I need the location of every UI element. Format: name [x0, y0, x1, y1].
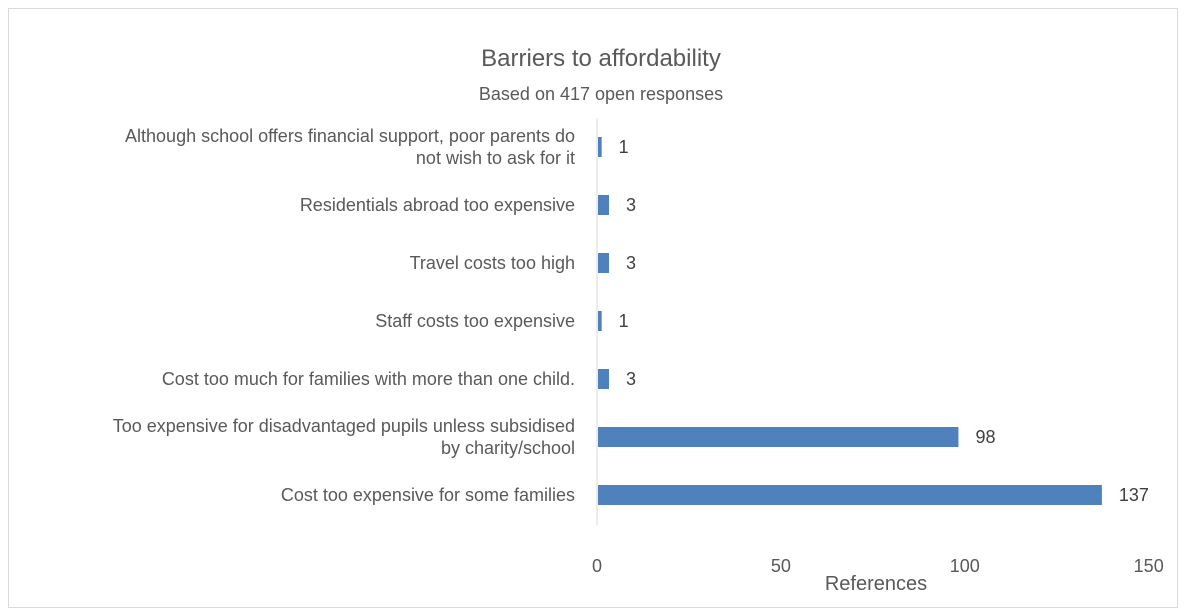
data-label: 3 — [626, 253, 636, 273]
x-tick-label: 0 — [592, 556, 602, 576]
bar — [598, 427, 959, 447]
category-label-line: not wish to ask for it — [416, 148, 575, 168]
category-label: Residentials abroad too expensive — [300, 195, 575, 215]
plot-area: Although school offers financial support… — [113, 118, 1164, 576]
bar — [598, 195, 610, 215]
x-tick-label: 50 — [771, 556, 791, 576]
category-label: Cost too expensive for some families — [281, 485, 575, 505]
bar — [598, 311, 602, 331]
x-axis-title: References — [825, 573, 927, 592]
bar-chart: Barriers to affordability Based on 417 o… — [113, 45, 1164, 592]
chart-area — [8, 8, 1178, 608]
category-label-line: Too expensive for disadvantaged pupils u… — [113, 416, 575, 436]
category-label: Cost too much for families with more tha… — [162, 369, 575, 389]
data-label: 137 — [1119, 485, 1149, 505]
bar — [598, 253, 610, 273]
data-label: 1 — [619, 137, 629, 157]
x-tick-label: 100 — [950, 556, 980, 576]
category-label: Travel costs too high — [410, 253, 575, 273]
data-label: 1 — [619, 311, 629, 331]
category-label-line: Cost too much for families with more tha… — [162, 369, 575, 389]
chart-subtitle: Based on 417 open responses — [479, 84, 723, 104]
category-label-line: Travel costs too high — [410, 253, 575, 273]
category-label-line: by charity/school — [441, 438, 575, 458]
category-label-line: Although school offers financial support… — [125, 126, 575, 146]
data-label: 98 — [975, 427, 995, 447]
category-label-line: Residentials abroad too expensive — [300, 195, 575, 215]
category-label-line: Staff costs too expensive — [375, 311, 575, 331]
bar — [598, 369, 610, 389]
category-label: Too expensive for disadvantaged pupils u… — [113, 416, 575, 458]
data-label: 3 — [626, 195, 636, 215]
category-label: Staff costs too expensive — [375, 311, 575, 331]
category-label-line: Cost too expensive for some families — [281, 485, 575, 505]
bar — [598, 485, 1102, 505]
bar — [598, 137, 602, 157]
x-tick-label: 150 — [1134, 556, 1164, 576]
data-label: 3 — [626, 369, 636, 389]
chart-title: Barriers to affordability — [481, 45, 721, 72]
category-label: Although school offers financial support… — [125, 126, 575, 168]
